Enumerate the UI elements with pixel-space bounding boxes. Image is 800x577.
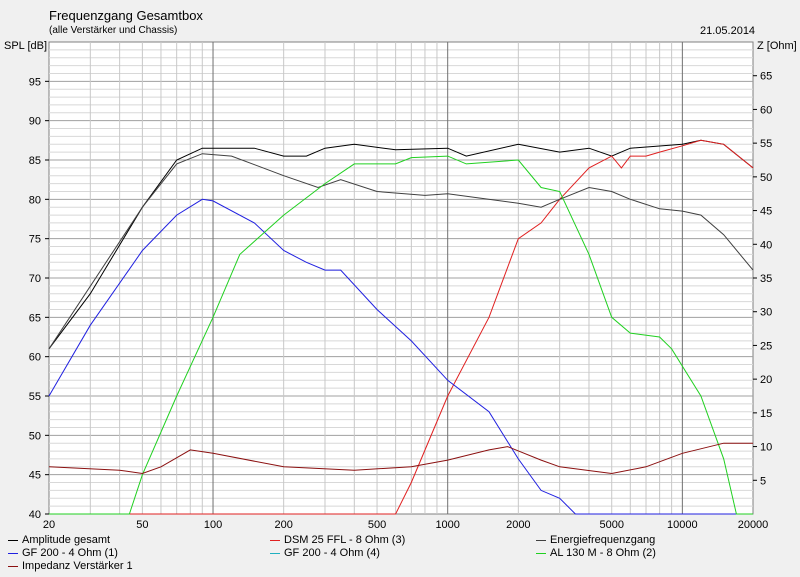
y2-tick-label: 30 [760,307,772,319]
legend-swatch [8,539,18,541]
x-tick-label: 10000 [667,519,698,531]
y-tick-label: 80 [29,194,41,206]
legend-label: Amplitude gesamt [22,534,111,546]
x-tick-label: 50 [136,519,148,531]
legend-item: AL 130 M - 8 Ohm (2) [536,547,656,559]
x-tick-label: 200 [274,519,292,531]
y-tick-label: 45 [29,470,41,482]
legend-swatch [270,552,280,554]
y-tick-label: 95 [29,76,41,88]
y2-tick-label: 10 [760,442,772,454]
y-axis-label: SPL [dB] [4,40,48,52]
legend-label: Energiefrequenzgang [550,534,656,546]
y-tick-label: 60 [29,352,41,364]
legend-item: DSM 25 FFL - 8 Ohm (3) [270,534,405,546]
legend-swatch [536,539,546,541]
y2-tick-label: 35 [760,273,772,285]
y-tick-label: 70 [29,273,41,285]
chart-date: 21.05.2014 [700,25,756,37]
y-tick-label: 55 [29,391,41,403]
x-tick-label: 500 [368,519,386,531]
y2-tick-label: 40 [760,239,772,251]
series-line-1 [49,139,754,515]
y-tick-label: 85 [29,155,41,167]
legend-item: Energiefrequenzgang [536,534,655,546]
legend-label: GF 200 - 4 Ohm (4) [284,547,380,559]
series-line-0 [48,139,754,350]
legend-item: GF 200 - 4 Ohm (4) [270,547,380,559]
chart-subtitle: (alle Verstärker und Chassis) [49,25,178,36]
y-tick-label: 75 [29,234,41,246]
legend-label: DSM 25 FFL - 8 Ohm (3) [284,534,406,546]
y-tick-label: 40 [29,509,41,521]
x-tick-label: 20 [43,519,55,531]
chart-title: Frequenzgang Gesamtbox [49,8,203,23]
x-tick-label: 100 [204,519,222,531]
y2-tick-label: 15 [760,408,772,420]
y-tick-label: 65 [29,312,41,324]
legend-item: GF 200 - 4 Ohm (1) [8,547,118,559]
y2-axis-label: Z [Ohm] [757,40,797,52]
x-tick-label: 20000 [738,519,769,531]
x-tick-label: 2000 [506,519,530,531]
series-line-5 [49,155,753,515]
x-tick-label: 5000 [599,519,623,531]
y2-tick-label: 5 [760,475,766,487]
y2-tick-label: 65 [760,71,772,83]
y2-tick-label: 60 [760,104,772,116]
series-line-2 [48,153,754,350]
x-tick-label: 1000 [435,519,459,531]
y-tick-label: 90 [29,116,41,128]
legend-label: Impedanz Verstärker 1 [22,560,133,572]
legend-swatch [536,552,546,554]
y2-tick-label: 25 [760,340,772,352]
series-line-6 [48,442,753,475]
legend-swatch [8,565,18,567]
y2-tick-label: 50 [760,172,772,184]
legend-swatch [270,539,280,541]
legend-label: GF 200 - 4 Ohm (1) [22,547,118,559]
series-line-3 [48,198,753,515]
y2-tick-label: 55 [760,138,772,150]
legend-item: Impedanz Verstärker 1 [8,560,133,572]
y2-tick-label: 20 [760,374,772,386]
y2-tick-label: 45 [760,206,772,218]
legend-swatch [8,552,18,554]
legend-label: AL 130 M - 8 Ohm (2) [550,547,656,559]
legend-item: Amplitude gesamt [8,534,110,546]
y-tick-label: 50 [29,430,41,442]
